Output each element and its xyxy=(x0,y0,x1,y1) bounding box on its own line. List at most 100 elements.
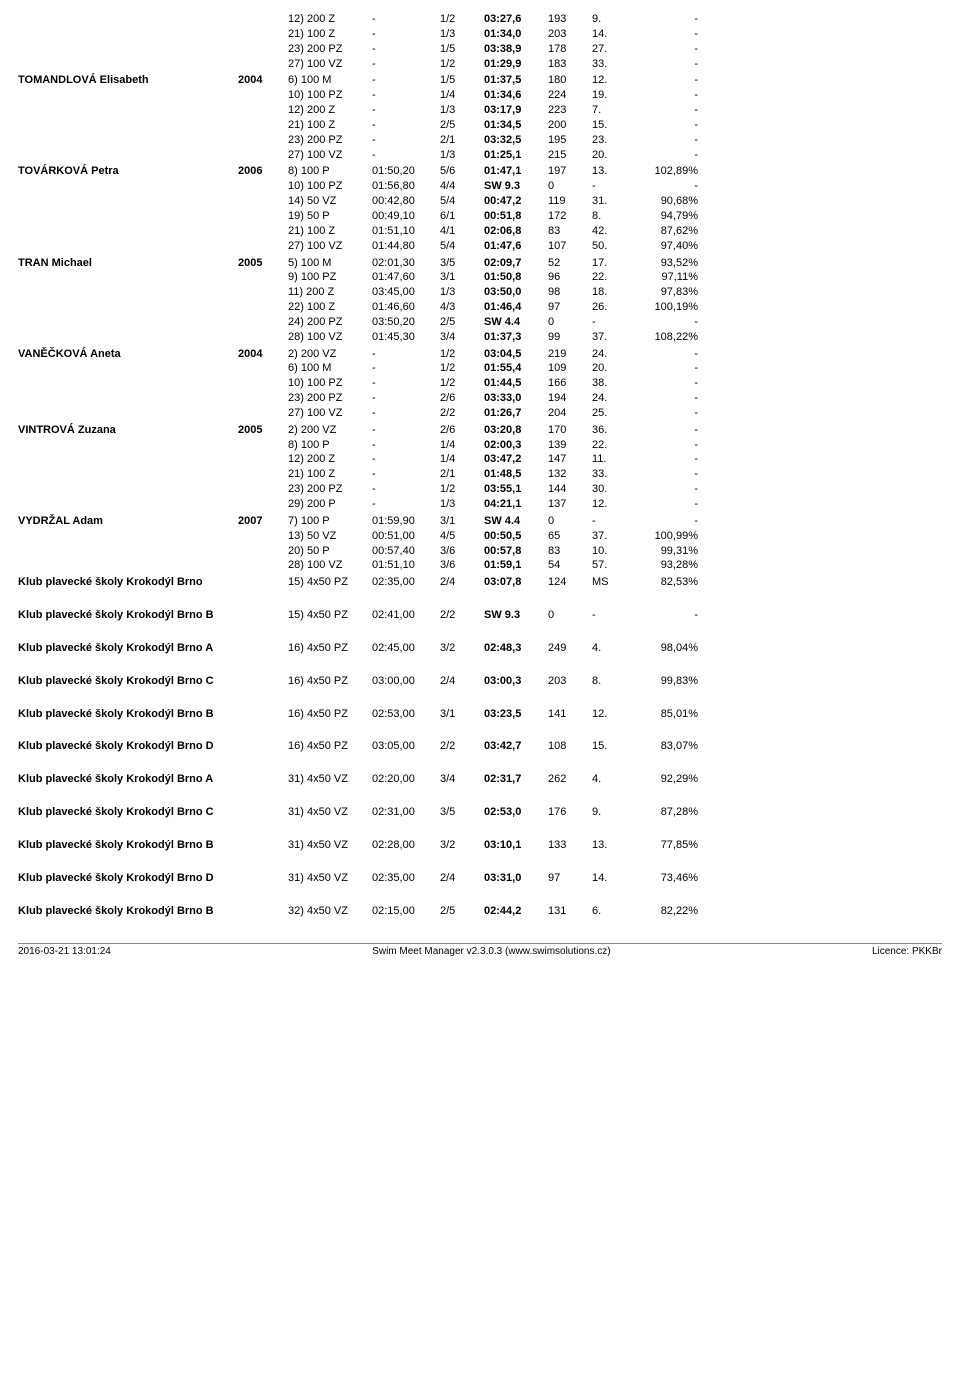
points: 262 xyxy=(548,772,592,787)
seed-time: - xyxy=(372,148,440,163)
result-row: VINTROVÁ Zuzana20052) 200 VZ-2/603:20,81… xyxy=(18,423,942,438)
points: 109 xyxy=(548,361,592,376)
event: 27) 100 VZ xyxy=(288,406,372,421)
points: 193 xyxy=(548,12,592,27)
seed-time: - xyxy=(372,482,440,497)
points: 224 xyxy=(548,88,592,103)
swimmer-name xyxy=(18,270,238,285)
final-time: 02:44,2 xyxy=(484,904,548,919)
final-time: 02:00,3 xyxy=(484,438,548,453)
heat-lane: 6/1 xyxy=(440,209,484,224)
relay-row: Klub plavecké školy Krokodýl Brno B16) 4… xyxy=(18,707,942,722)
relay-pad xyxy=(238,608,288,623)
swimmer-year: 2004 xyxy=(238,73,288,88)
points: 178 xyxy=(548,42,592,57)
event: 27) 100 VZ xyxy=(288,148,372,163)
final-time: 03:10,1 xyxy=(484,838,548,853)
final-time: 01:59,1 xyxy=(484,558,548,573)
heat-lane: 2/2 xyxy=(440,739,484,754)
heat-lane: 2/2 xyxy=(440,608,484,623)
heat-lane: 2/4 xyxy=(440,871,484,886)
percent: - xyxy=(630,406,698,421)
final-time: 01:34,0 xyxy=(484,27,548,42)
swimmer-year xyxy=(238,315,288,330)
swimmer-year xyxy=(238,88,288,103)
relay-row: Klub plavecké školy Krokodýl Brno C31) 4… xyxy=(18,805,942,820)
points: 119 xyxy=(548,194,592,209)
swimmer-year xyxy=(238,239,288,254)
rank: 24. xyxy=(592,391,630,406)
seed-time: - xyxy=(372,347,440,362)
percent: - xyxy=(630,27,698,42)
result-row: 21) 100 Z-1/301:34,020314.- xyxy=(18,27,942,42)
swimmer-year xyxy=(238,148,288,163)
heat-lane: 3/1 xyxy=(440,514,484,529)
result-row: 24) 200 PZ03:50,202/5SW 4.40-- xyxy=(18,315,942,330)
heat-lane: 4/5 xyxy=(440,529,484,544)
rank: 22. xyxy=(592,270,630,285)
final-time: 03:38,9 xyxy=(484,42,548,57)
points: 176 xyxy=(548,805,592,820)
seed-time: 01:46,60 xyxy=(372,300,440,315)
event: 21) 100 Z xyxy=(288,118,372,133)
swimmer-block: VINTROVÁ Zuzana20052) 200 VZ-2/603:20,81… xyxy=(18,423,942,512)
heat-lane: 1/3 xyxy=(440,148,484,163)
points: 0 xyxy=(548,608,592,623)
event: 9) 100 PZ xyxy=(288,270,372,285)
rank: 8. xyxy=(592,674,630,689)
points: 200 xyxy=(548,118,592,133)
result-row: 23) 200 PZ-2/103:32,519523.- xyxy=(18,133,942,148)
swimmer-name xyxy=(18,103,238,118)
heat-lane: 1/2 xyxy=(440,376,484,391)
rank: 15. xyxy=(592,118,630,133)
heat-lane: 1/2 xyxy=(440,361,484,376)
points: 203 xyxy=(548,674,592,689)
final-time: 03:00,3 xyxy=(484,674,548,689)
rank: 31. xyxy=(592,194,630,209)
points: 54 xyxy=(548,558,592,573)
result-row: 6) 100 M-1/201:55,410920.- xyxy=(18,361,942,376)
seed-time: - xyxy=(372,391,440,406)
points: 166 xyxy=(548,376,592,391)
swimmer-name: VINTROVÁ Zuzana xyxy=(18,423,238,438)
percent: - xyxy=(630,133,698,148)
swimmer-year xyxy=(238,270,288,285)
swimmer-name xyxy=(18,133,238,148)
swimmer-name xyxy=(18,497,238,512)
final-time: 01:37,3 xyxy=(484,330,548,345)
rank: 10. xyxy=(592,544,630,559)
event: 32) 4x50 VZ xyxy=(288,904,372,919)
rank: 4. xyxy=(592,772,630,787)
swimmer-name xyxy=(18,330,238,345)
swimmer-year xyxy=(238,224,288,239)
seed-time: 02:28,00 xyxy=(372,838,440,853)
rank: 17. xyxy=(592,256,630,271)
swimmer-year: 2005 xyxy=(238,423,288,438)
final-time: 01:47,1 xyxy=(484,164,548,179)
swimmer-name xyxy=(18,12,238,27)
rank: 26. xyxy=(592,300,630,315)
percent: - xyxy=(630,315,698,330)
points: 52 xyxy=(548,256,592,271)
final-time: 01:26,7 xyxy=(484,406,548,421)
result-row: 12) 200 Z-1/303:17,92237.- xyxy=(18,103,942,118)
points: 223 xyxy=(548,103,592,118)
rank: 12. xyxy=(592,497,630,512)
rank: 12. xyxy=(592,707,630,722)
final-time: 01:29,9 xyxy=(484,57,548,72)
result-row: 13) 50 VZ00:51,004/500:50,56537.100,99% xyxy=(18,529,942,544)
percent: 92,29% xyxy=(630,772,698,787)
seed-time: - xyxy=(372,12,440,27)
event: 2) 200 VZ xyxy=(288,423,372,438)
heat-lane: 1/3 xyxy=(440,27,484,42)
result-row: 27) 100 VZ-1/201:29,918333.- xyxy=(18,57,942,72)
heat-lane: 2/2 xyxy=(440,406,484,421)
swimmer-name xyxy=(18,285,238,300)
seed-time: 01:50,20 xyxy=(372,164,440,179)
result-row: 19) 50 P00:49,106/100:51,81728.94,79% xyxy=(18,209,942,224)
rank: 37. xyxy=(592,529,630,544)
percent: - xyxy=(630,179,698,194)
event: 21) 100 Z xyxy=(288,224,372,239)
result-row: 10) 100 PZ-1/201:44,516638.- xyxy=(18,376,942,391)
relay-name: Klub plavecké školy Krokodýl Brno D xyxy=(18,739,238,754)
